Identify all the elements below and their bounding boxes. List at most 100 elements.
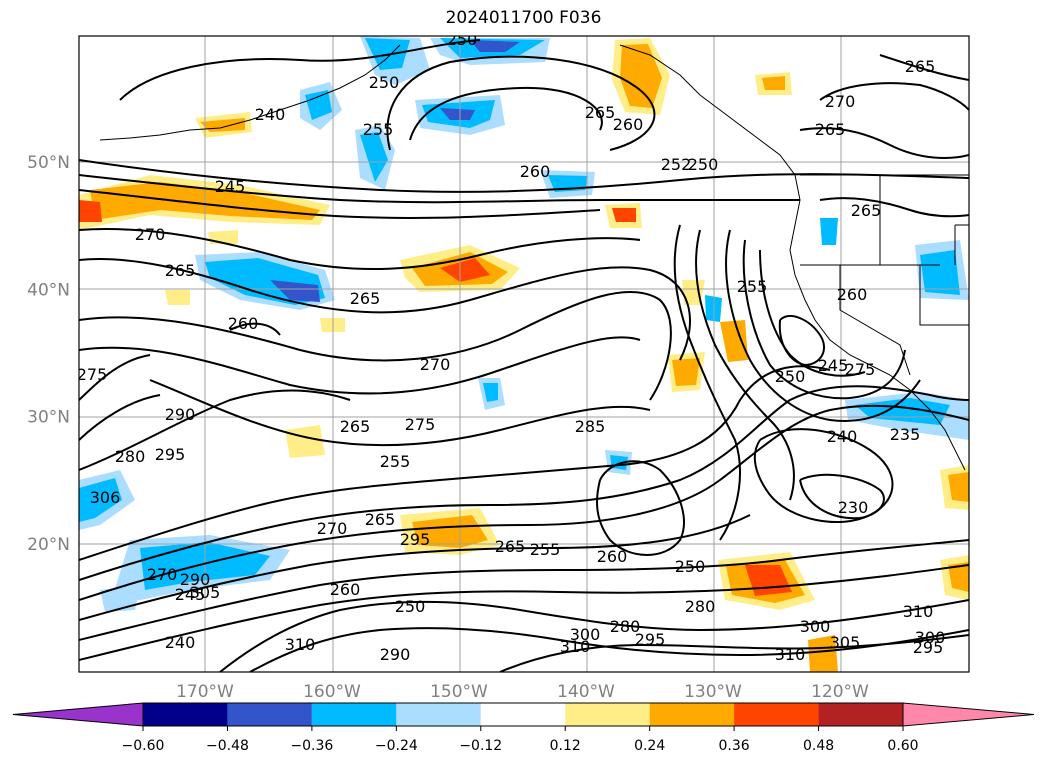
contour-label: 285 [575, 417, 606, 436]
contour-label: 265 [340, 417, 371, 436]
lat-label: 30°N [27, 408, 70, 428]
map-title: 2024011700 F036 [445, 8, 602, 28]
contour-label: 305 [830, 633, 861, 652]
contour-label: 275 [845, 360, 876, 379]
colorbar-tick-label: −0.60 [122, 738, 165, 754]
lon-label: 170°W [176, 682, 234, 702]
contour-label: 260 [613, 115, 644, 134]
contour-label: 270 [147, 565, 178, 584]
lon-label: 160°W [303, 682, 361, 702]
lat-label: 50°N [27, 153, 70, 173]
shaded-fields [79, 36, 969, 612]
contour-label: 270 [825, 92, 856, 111]
contour-label: 310 [285, 635, 316, 654]
contour-label: 250 [369, 73, 400, 92]
contour-label: 260 [520, 162, 551, 181]
contour-label: 265 [165, 261, 196, 280]
contour-label: 250 [688, 155, 719, 174]
colorbar-segment [143, 703, 228, 726]
contour-labels: 2502402552502652602522502652702652452602… [77, 30, 946, 664]
contour-label: 270 [135, 225, 166, 244]
colorbar-segment [227, 703, 312, 726]
contour-label: 280 [610, 617, 641, 636]
lon-label: 150°W [430, 682, 488, 702]
latitude-labels: 50°N 40°N 30°N 20°N [27, 153, 70, 555]
contour-lines [79, 39, 969, 672]
contour-label: 250 [775, 367, 806, 386]
contour-label: 310 [560, 637, 591, 656]
contour-label: 265 [350, 289, 381, 308]
colorbar: −0.60 −0.48 −0.36 −0.24 −0.12 0.12 0.24 0.36 0.4… [12, 702, 1035, 754]
contour-label: 300 [800, 617, 831, 636]
lat-label: 40°N [27, 280, 70, 300]
colorbar-tick-label: 0.36 [719, 738, 750, 754]
contour-label: 310 [903, 602, 934, 621]
contour-label: 245 [818, 356, 849, 375]
contour-label: 255 [530, 540, 561, 559]
contour-label: 250 [675, 557, 706, 576]
contour-label: 275 [77, 365, 108, 384]
map-frame [78, 35, 970, 673]
contour-label: 305 [190, 583, 221, 602]
contour-label: 265 [851, 201, 882, 220]
lon-label: 140°W [557, 682, 615, 702]
contour-label: 255 [363, 120, 394, 139]
contour-label: 265 [495, 537, 526, 556]
contour-label: 295 [913, 638, 944, 657]
colorbar-segment [734, 703, 819, 726]
colorbar-segment [396, 703, 481, 726]
contour-label: 240 [827, 427, 858, 446]
contour-label: 252 [661, 155, 692, 174]
contour-label: 300 [570, 625, 601, 644]
colorbar-tick-label: 0.60 [887, 738, 918, 754]
contour-label: 300 [915, 628, 946, 647]
contour-label: 280 [685, 597, 716, 616]
colorbar-tick-label: 0.24 [634, 738, 665, 754]
colorbar-tick-label: −0.48 [206, 738, 249, 754]
contour-label: 295 [155, 445, 186, 464]
contour-label: 270 [317, 519, 348, 538]
contour-label: 255 [737, 277, 768, 296]
colorbar-segment [649, 703, 735, 726]
contour-label: 240 [165, 633, 196, 652]
contour-label: 275 [405, 415, 436, 434]
contour-label: 260 [597, 547, 628, 566]
contour-label: 280 [115, 447, 146, 466]
contour-label: 310 [775, 645, 806, 664]
contour-label: 245 [215, 177, 246, 196]
contour-label: 260 [228, 314, 259, 333]
colorbar-tick-label: −0.36 [290, 738, 333, 754]
contour-label: 295 [400, 530, 431, 549]
colorbar-tick-label: 0.12 [550, 738, 581, 754]
contour-label: 290 [380, 645, 411, 664]
colorbar-tick-label: −0.24 [375, 738, 418, 754]
contour-label: 306 [90, 488, 121, 507]
colorbar-tick-label: −0.12 [459, 738, 502, 754]
contour-label: 290 [180, 570, 211, 589]
lon-label: 130°W [684, 682, 742, 702]
contour-label: 270 [420, 355, 451, 374]
contour-label: 260 [837, 285, 868, 304]
colorbar-segment [480, 703, 566, 726]
contour-label: 265 [585, 103, 616, 122]
contour-label: 240 [255, 105, 286, 124]
contour-label: 260 [330, 580, 361, 599]
colorbar-segment [818, 703, 903, 726]
colorbar-segment [565, 703, 650, 726]
contour-label: 250 [395, 597, 426, 616]
contour-label: 295 [635, 630, 666, 649]
contour-label: 255 [380, 452, 411, 471]
colorbar-extend-low [12, 702, 144, 727]
contour-label: 250 [447, 30, 478, 49]
contour-label: 265 [815, 120, 846, 139]
contour-label: 230 [838, 498, 869, 517]
colorbar-extend-high [902, 702, 1035, 727]
lon-label: 120°W [811, 682, 869, 702]
contour-label: 245 [175, 585, 206, 604]
lat-label: 20°N [27, 535, 70, 555]
longitude-labels: 170°W 160°W 150°W 140°W 130°W 120°W [176, 682, 869, 702]
colorbar-tick-label: 0.48 [803, 738, 834, 754]
contour-label: 235 [890, 425, 921, 444]
contour-label: 290 [165, 405, 196, 424]
